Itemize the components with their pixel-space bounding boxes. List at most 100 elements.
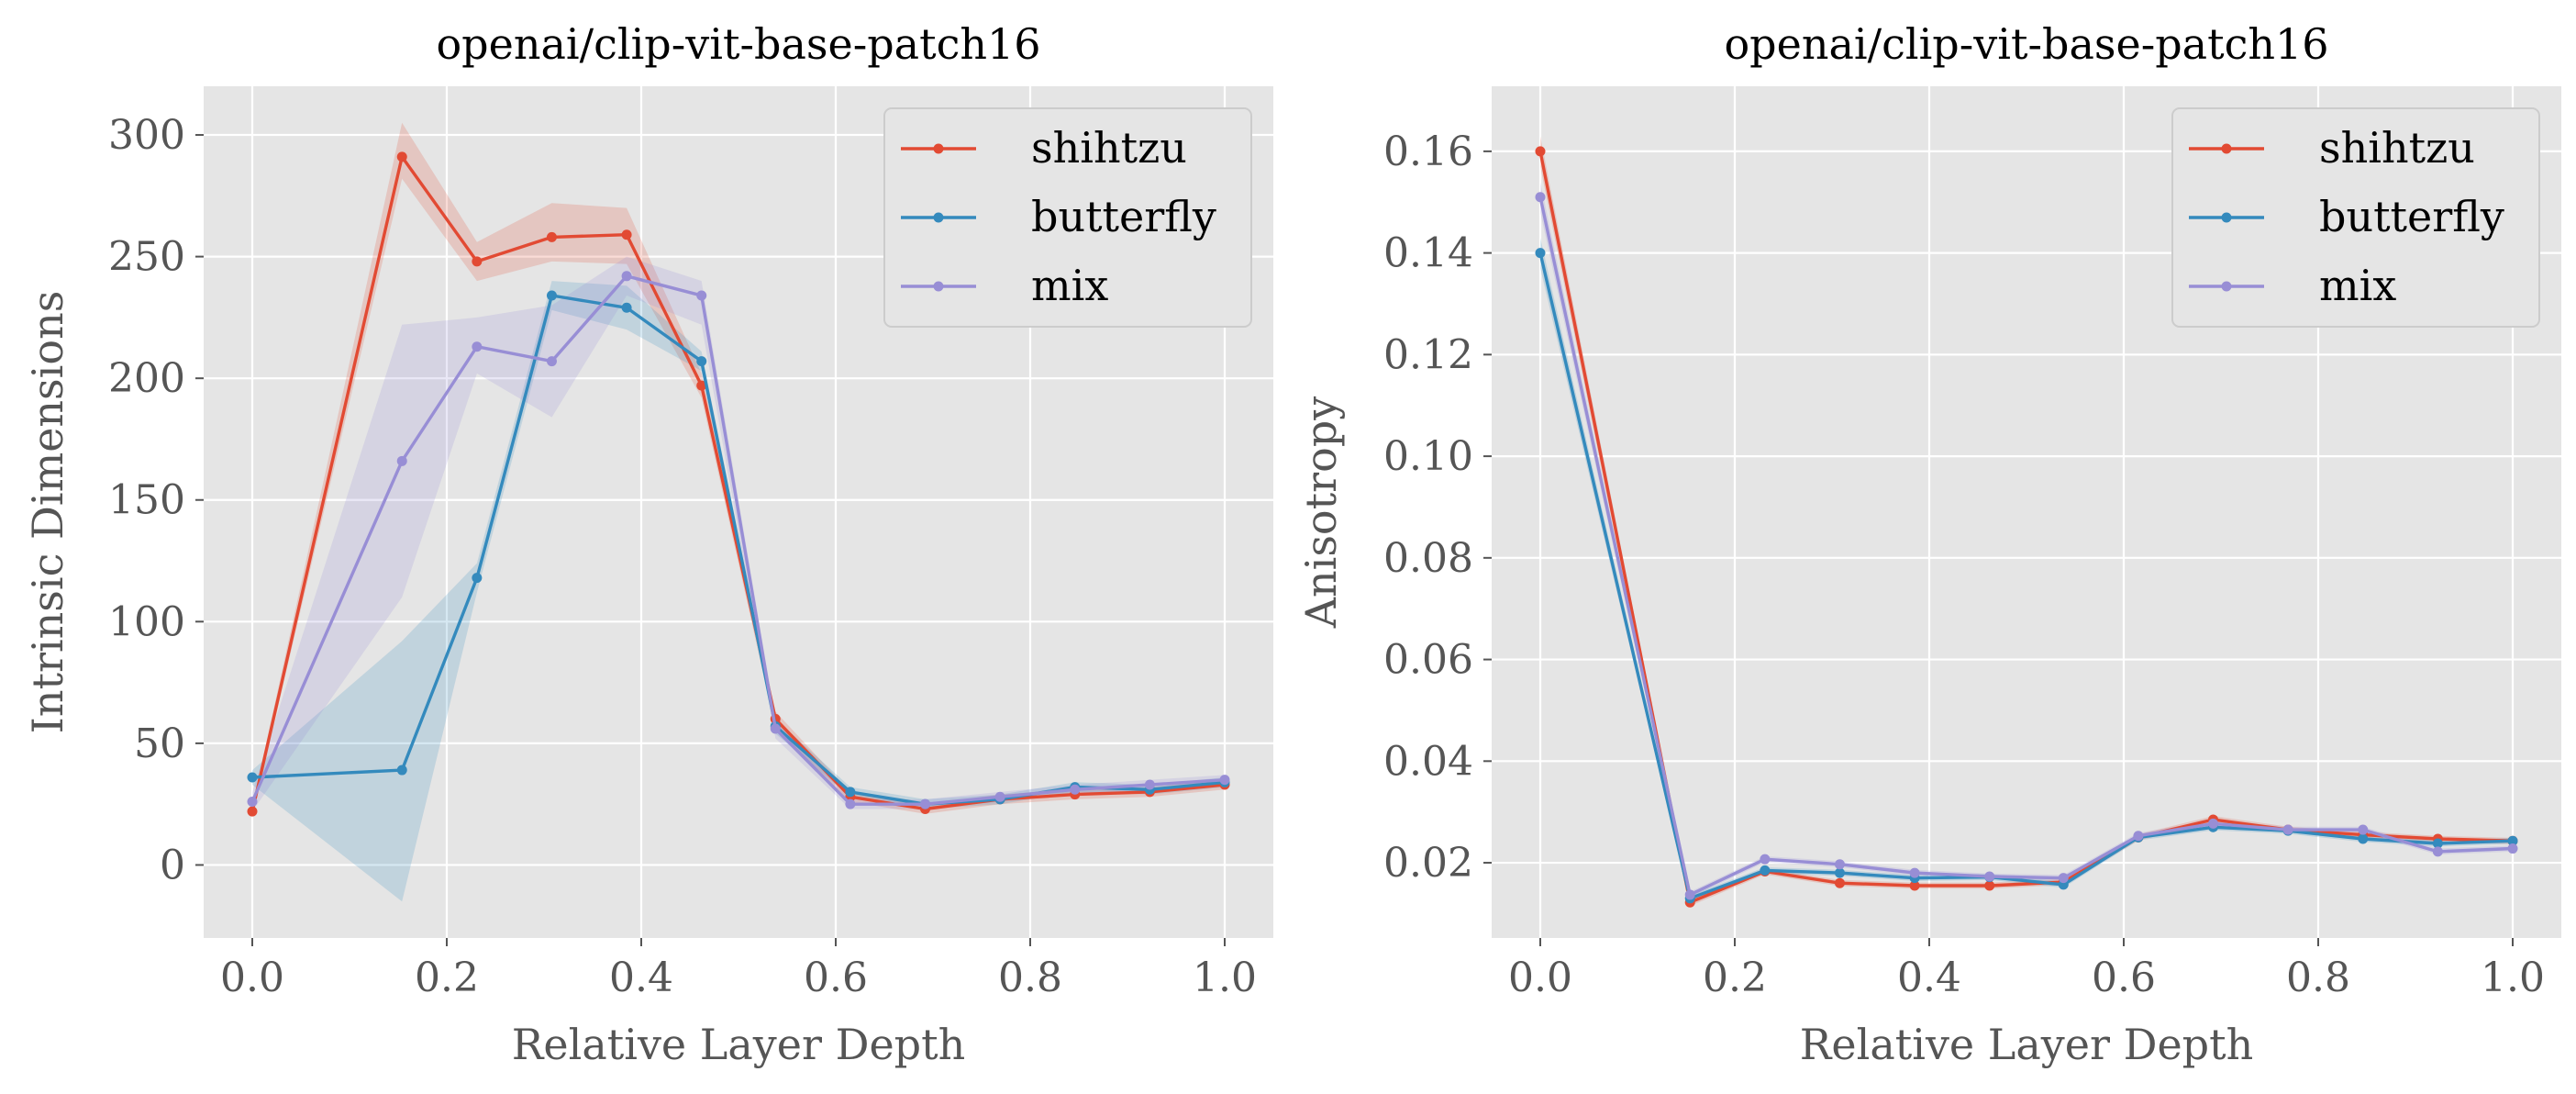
point-mix: [2208, 818, 2219, 829]
x-tick-label-0-0: 0.0: [1508, 954, 1572, 1001]
y-tick-label-0-08: 0.08: [1383, 535, 1473, 582]
legend-label-shihtzu: shihtzu: [1031, 123, 1187, 173]
point-mix: [2282, 824, 2293, 835]
x-tick-label-1-0: 1.0: [2481, 954, 2545, 1001]
point-mix: [247, 797, 258, 808]
point-shihtzu: [621, 229, 632, 240]
y-tick-label-200: 200: [108, 355, 185, 402]
y-tick-label-50: 50: [134, 720, 185, 767]
point-butterfly: [396, 765, 407, 776]
point-butterfly: [696, 356, 707, 367]
point-butterfly: [472, 573, 483, 584]
point-mix: [696, 290, 707, 301]
point-butterfly: [546, 290, 557, 301]
point-butterfly: [621, 302, 632, 313]
point-mix: [994, 791, 1005, 802]
legend-marker-butterfly: [933, 212, 944, 223]
point-shihtzu: [546, 231, 557, 242]
point-mix: [1760, 854, 1771, 865]
y-tick-label-0-16: 0.16: [1383, 128, 1473, 175]
legend-label-mix: mix: [1031, 261, 1108, 310]
point-shihtzu: [247, 806, 258, 817]
point-butterfly: [1834, 867, 1845, 878]
point-mix: [1535, 192, 1546, 203]
point-mix: [2058, 873, 2069, 884]
point-butterfly: [2358, 833, 2369, 844]
legend-label-shihtzu: shihtzu: [2319, 123, 2475, 173]
point-mix: [770, 723, 781, 734]
y-tick-label-0-02: 0.02: [1383, 840, 1473, 887]
point-mix: [845, 798, 856, 809]
point-mix: [2133, 831, 2144, 842]
point-shihtzu: [696, 380, 707, 391]
y-tick-label-0-12: 0.12: [1383, 331, 1473, 378]
point-shihtzu: [1909, 880, 1920, 891]
point-mix: [1684, 889, 1695, 900]
legend-marker-butterfly: [2221, 212, 2232, 223]
point-butterfly: [1760, 865, 1771, 876]
point-mix: [1070, 784, 1081, 795]
point-shihtzu: [1535, 146, 1546, 157]
intrinsic-dimensions-chart: 0.0 0.2 0.4 0.6 0.8 1.0 0 50 100 150 200 250 300 open…: [23, 19, 1273, 1069]
y-axis-label: Anisotropy: [1296, 396, 1346, 629]
legend: shihtzu butterfly mix: [883, 107, 1252, 328]
point-butterfly: [1535, 248, 1546, 259]
point-mix: [2432, 846, 2443, 857]
x-tick-label-0-8: 0.8: [2286, 954, 2350, 1001]
point-mix: [546, 356, 557, 367]
point-butterfly: [247, 772, 258, 783]
point-shihtzu: [396, 151, 407, 162]
x-tick-label-0-2: 0.2: [415, 954, 479, 1001]
y-tick-label-250: 250: [108, 234, 185, 281]
anisotropy-chart: 0.0 0.2 0.4 0.6 0.8 1.0 0.02 0.04 0.06 0.08 0.10 0.…: [1296, 19, 2561, 1069]
legend-label-butterfly: butterfly: [2319, 192, 2504, 241]
legend-box: [2171, 107, 2540, 328]
legend-label-mix: mix: [2319, 261, 2396, 310]
x-tick-label-0-0: 0.0: [220, 954, 284, 1001]
y-tick-label-100: 100: [108, 598, 185, 645]
y-axis-label: Intrinsic Dimensions: [23, 291, 72, 734]
legend-label-butterfly: butterfly: [1031, 192, 1216, 241]
x-tick-label-0-4: 0.4: [1897, 954, 1961, 1001]
chart-title: openai/clip-vit-base-patch16: [1724, 19, 2328, 69]
x-tick-label-0-2: 0.2: [1703, 954, 1767, 1001]
legend: shihtzu butterfly mix: [2171, 107, 2540, 328]
point-shihtzu: [1984, 880, 1995, 891]
y-tick-label-0-14: 0.14: [1383, 230, 1473, 277]
legend-box: [883, 107, 1252, 328]
x-tick-label-0-6: 0.6: [804, 954, 868, 1001]
y-tick-label-0-10: 0.10: [1383, 433, 1473, 480]
point-mix: [396, 455, 407, 466]
point-butterfly: [845, 787, 856, 798]
x-axis-label: Relative Layer Depth: [1800, 1020, 2253, 1069]
x-tick-label-1-0: 1.0: [1193, 954, 1257, 1001]
point-mix: [1984, 871, 1995, 882]
point-mix: [621, 271, 632, 282]
y-tick-label-300: 300: [108, 112, 185, 159]
x-tick-label-0-6: 0.6: [2092, 954, 2156, 1001]
point-mix: [472, 341, 483, 352]
point-mix: [1219, 775, 1230, 786]
point-mix: [1144, 779, 1155, 790]
point-butterfly: [2432, 838, 2443, 849]
point-mix: [1834, 859, 1845, 870]
legend-marker-mix: [933, 281, 944, 292]
point-mix: [2507, 843, 2518, 854]
y-tick-label-0-04: 0.04: [1383, 738, 1473, 785]
point-mix: [1909, 867, 1920, 878]
point-shihtzu: [1834, 877, 1845, 888]
point-shihtzu: [472, 256, 483, 267]
y-tick-label-150: 150: [108, 477, 185, 524]
x-tick-label-0-4: 0.4: [609, 954, 673, 1001]
band-butterfly: [252, 281, 1225, 902]
y-tick-label-0: 0: [160, 842, 185, 888]
x-axis-label: Relative Layer Depth: [512, 1020, 965, 1069]
x-tick-label-0-8: 0.8: [998, 954, 1062, 1001]
legend-marker-shihtzu: [2221, 143, 2232, 154]
legend-marker-mix: [2221, 281, 2232, 292]
point-butterfly: [2507, 835, 2518, 846]
chart-title: openai/clip-vit-base-patch16: [436, 19, 1040, 69]
point-mix: [2358, 824, 2369, 835]
y-tick-label-0-06: 0.06: [1383, 637, 1473, 684]
